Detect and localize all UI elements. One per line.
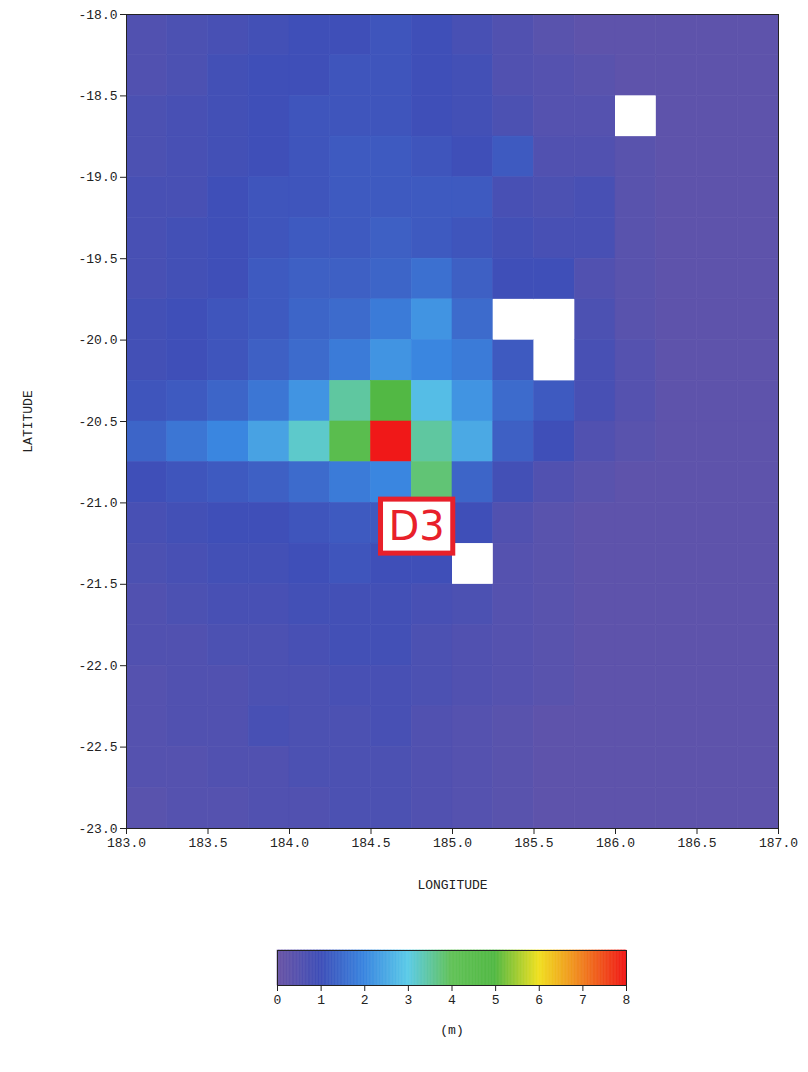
svg-text:-23.0: -23.0: [78, 822, 117, 837]
svg-text:183.0: 183.0: [107, 836, 146, 851]
svg-text:-19.5: -19.5: [78, 252, 117, 267]
svg-text:-18.0: -18.0: [78, 8, 117, 23]
svg-text:5: 5: [492, 993, 500, 1008]
svg-text:(m): (m): [440, 1023, 463, 1038]
svg-text:LATITUDE: LATITUDE: [21, 390, 36, 453]
svg-text:7: 7: [579, 993, 587, 1008]
svg-text:-20.0: -20.0: [78, 333, 117, 348]
svg-text:-21.5: -21.5: [78, 577, 117, 592]
svg-text:8: 8: [623, 993, 631, 1008]
svg-text:LONGITUDE: LONGITUDE: [417, 878, 487, 893]
svg-text:186.0: 186.0: [596, 836, 635, 851]
svg-text:183.5: 183.5: [188, 836, 227, 851]
svg-text:4: 4: [448, 993, 456, 1008]
svg-text:6: 6: [535, 993, 543, 1008]
svg-text:D3: D3: [389, 503, 445, 549]
svg-text:184.0: 184.0: [270, 836, 309, 851]
svg-text:-21.0: -21.0: [78, 496, 117, 511]
svg-text:0: 0: [274, 993, 282, 1008]
svg-text:184.5: 184.5: [351, 836, 390, 851]
svg-text:2: 2: [361, 993, 369, 1008]
svg-text:187.0: 187.0: [759, 836, 798, 851]
svg-text:-22.0: -22.0: [78, 659, 117, 674]
svg-text:185.0: 185.0: [433, 836, 472, 851]
svg-text:3: 3: [404, 993, 412, 1008]
svg-text:186.5: 186.5: [677, 836, 716, 851]
svg-text:-22.5: -22.5: [78, 740, 117, 755]
svg-text:-18.5: -18.5: [78, 89, 117, 104]
svg-text:-19.0: -19.0: [78, 170, 117, 185]
svg-text:185.5: 185.5: [514, 836, 553, 851]
svg-text:1: 1: [317, 993, 325, 1008]
svg-text:-20.5: -20.5: [78, 415, 117, 430]
